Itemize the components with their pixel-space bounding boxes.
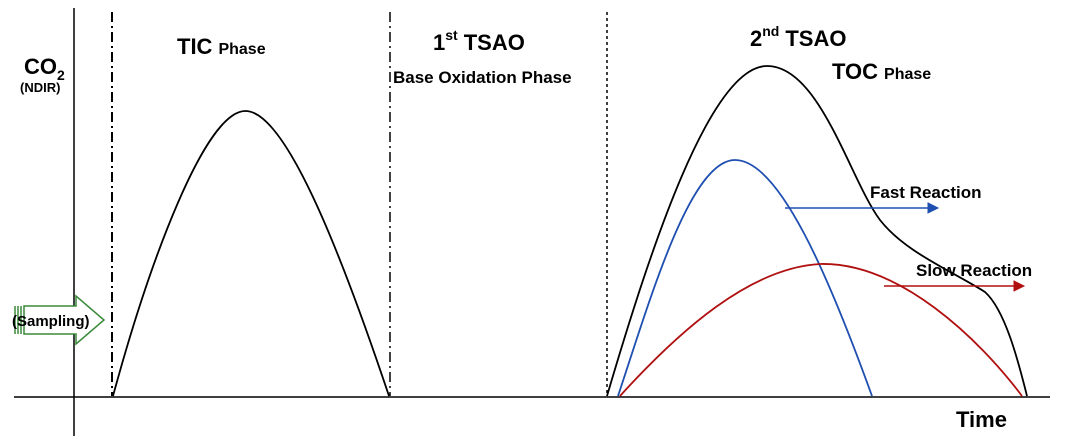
tic-peak-curve — [112, 110, 390, 397]
toc-phase-label: TOC Phase — [832, 59, 931, 84]
fast-reaction-label: Fast Reaction — [870, 183, 981, 202]
y-axis-label: CO2 — [24, 54, 65, 83]
base-oxidation-phase-label: Base Oxidation Phase — [393, 68, 572, 87]
fast-reaction-arrow — [785, 202, 940, 214]
slow-reaction-label: Slow Reaction — [916, 261, 1032, 280]
tic-phase-label: TIC Phase — [177, 34, 266, 59]
sampling-label: (Sampling) — [12, 313, 90, 330]
x-axis-label: Time — [956, 407, 1007, 432]
slow-reaction-arrow — [884, 280, 1026, 292]
tsao1-label: 1st TSAO — [433, 27, 525, 55]
tsao2-label: 2nd TSAO — [750, 23, 846, 51]
y-axis-unit: (NDIR) — [20, 80, 60, 95]
slow-reaction-curve — [619, 263, 1023, 397]
sampling-arrow-icon — [14, 294, 106, 346]
toc-total-curve — [606, 65, 1028, 397]
fast-reaction-curve — [617, 159, 873, 397]
